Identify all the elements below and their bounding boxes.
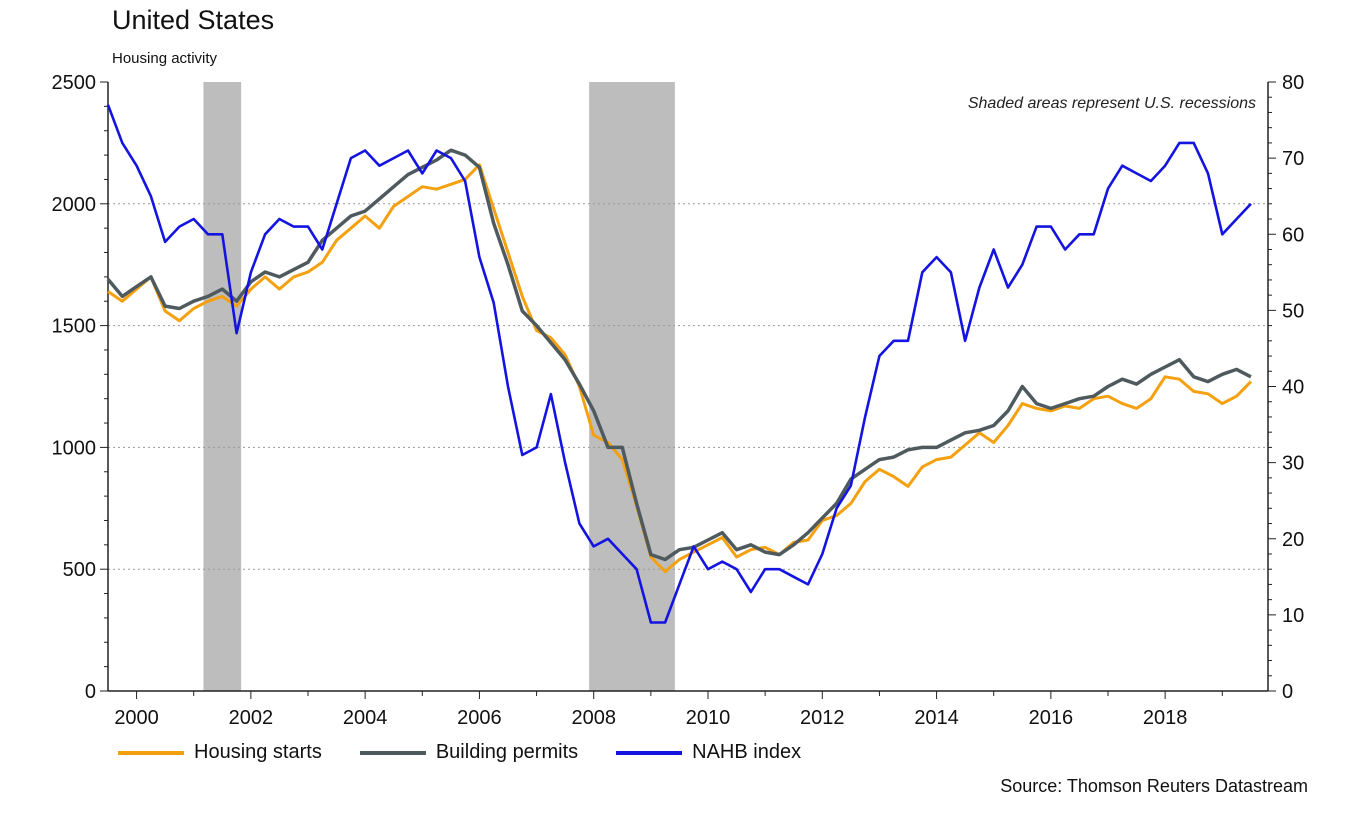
y-left-tick-label: 1500 xyxy=(52,316,97,338)
series-line-nahb-index xyxy=(106,104,1252,624)
x-tick-label: 2010 xyxy=(686,707,731,729)
legend-item-housing-starts: Housing starts xyxy=(118,741,322,764)
y-right-tick-label: 20 xyxy=(1282,529,1304,551)
y-left-tick-label: 0 xyxy=(85,681,96,703)
x-tick-label: 2016 xyxy=(1029,707,1074,729)
line-chart: 0 500 1000 1500 2000 2500 0 10 20 30 40 50 60 70 80 200… xyxy=(52,72,1305,729)
x-tick-label: 2018 xyxy=(1143,707,1188,729)
y-right-tick-label: 50 xyxy=(1282,300,1304,322)
legend-swatch-nahb-index xyxy=(616,750,683,755)
x-tick-label: 2014 xyxy=(914,707,959,729)
y-right-tick-label: 70 xyxy=(1282,148,1304,170)
x-tick-label: 2002 xyxy=(229,707,274,729)
legend-swatch-housing-starts xyxy=(118,750,184,755)
y-left-tick-label: 500 xyxy=(63,559,96,581)
y-left-tick-label: 2000 xyxy=(52,194,97,216)
y-right-tick-label: 0 xyxy=(1282,681,1293,703)
series-line-housing-starts xyxy=(107,163,1252,574)
chart-title: United States xyxy=(112,5,275,35)
y-right-tick-label: 60 xyxy=(1282,224,1304,246)
legend-item-nahb-index: NAHB index xyxy=(616,741,801,764)
x-tick-label: 2000 xyxy=(114,707,159,729)
source-note: Source: Thomson Reuters Datastream xyxy=(1000,776,1308,796)
legend-item-building-permits: Building permits xyxy=(359,741,579,764)
y-right-tick-label: 40 xyxy=(1282,377,1304,399)
y-left-tick-label: 1000 xyxy=(52,437,97,459)
x-tick-label: 2004 xyxy=(343,707,388,729)
legend: Housing starts Building permits NAHB ind… xyxy=(118,741,839,764)
y-left-tick-label: 2500 xyxy=(52,72,97,94)
x-tick-label: 2006 xyxy=(457,707,502,729)
x-tick-label: 2012 xyxy=(800,707,845,729)
y-right-tick-label: 80 xyxy=(1282,72,1304,94)
chart-subtitle: Housing activity xyxy=(112,50,218,67)
recession-band-0 xyxy=(203,82,242,691)
series-line-building-permits xyxy=(106,148,1252,562)
legend-swatch-building-permits xyxy=(359,750,426,755)
y-right-tick-label: 30 xyxy=(1282,453,1304,475)
legend-label-housing-starts: Housing starts xyxy=(194,741,322,763)
x-tick-label: 2008 xyxy=(571,707,616,729)
legend-label-building-permits: Building permits xyxy=(435,741,579,763)
y-right-tick-label: 10 xyxy=(1282,605,1304,627)
legend-label-nahb-index: NAHB index xyxy=(692,741,802,763)
recession-annotation: Shaded areas represent U.S. recessions xyxy=(968,95,1256,112)
recession-band-1 xyxy=(589,82,675,691)
